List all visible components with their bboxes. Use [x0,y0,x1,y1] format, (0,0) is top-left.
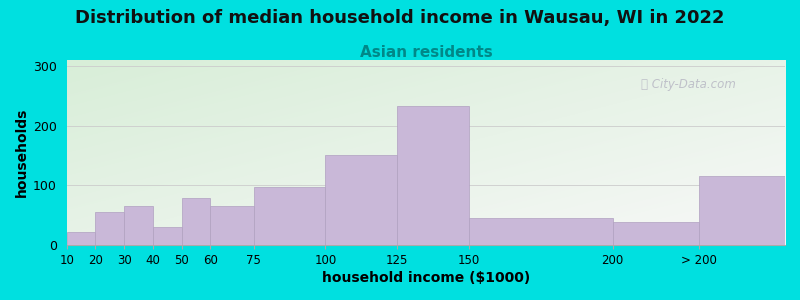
Bar [254,187,326,245]
Bar [613,222,699,245]
Bar [326,155,397,245]
Bar [124,206,153,245]
Bar [397,106,469,245]
Bar [66,232,95,245]
Bar [210,206,254,245]
Bar [153,227,182,245]
Bar [95,212,124,245]
Bar [469,218,613,245]
Text: Distribution of median household income in Wausau, WI in 2022: Distribution of median household income … [75,9,725,27]
Text: ⓘ City-Data.com: ⓘ City-Data.com [642,79,736,92]
Bar [699,176,785,245]
X-axis label: household income ($1000): household income ($1000) [322,271,530,285]
Y-axis label: households: households [15,108,29,197]
Title: Asian residents: Asian residents [359,45,492,60]
Bar [182,198,210,245]
